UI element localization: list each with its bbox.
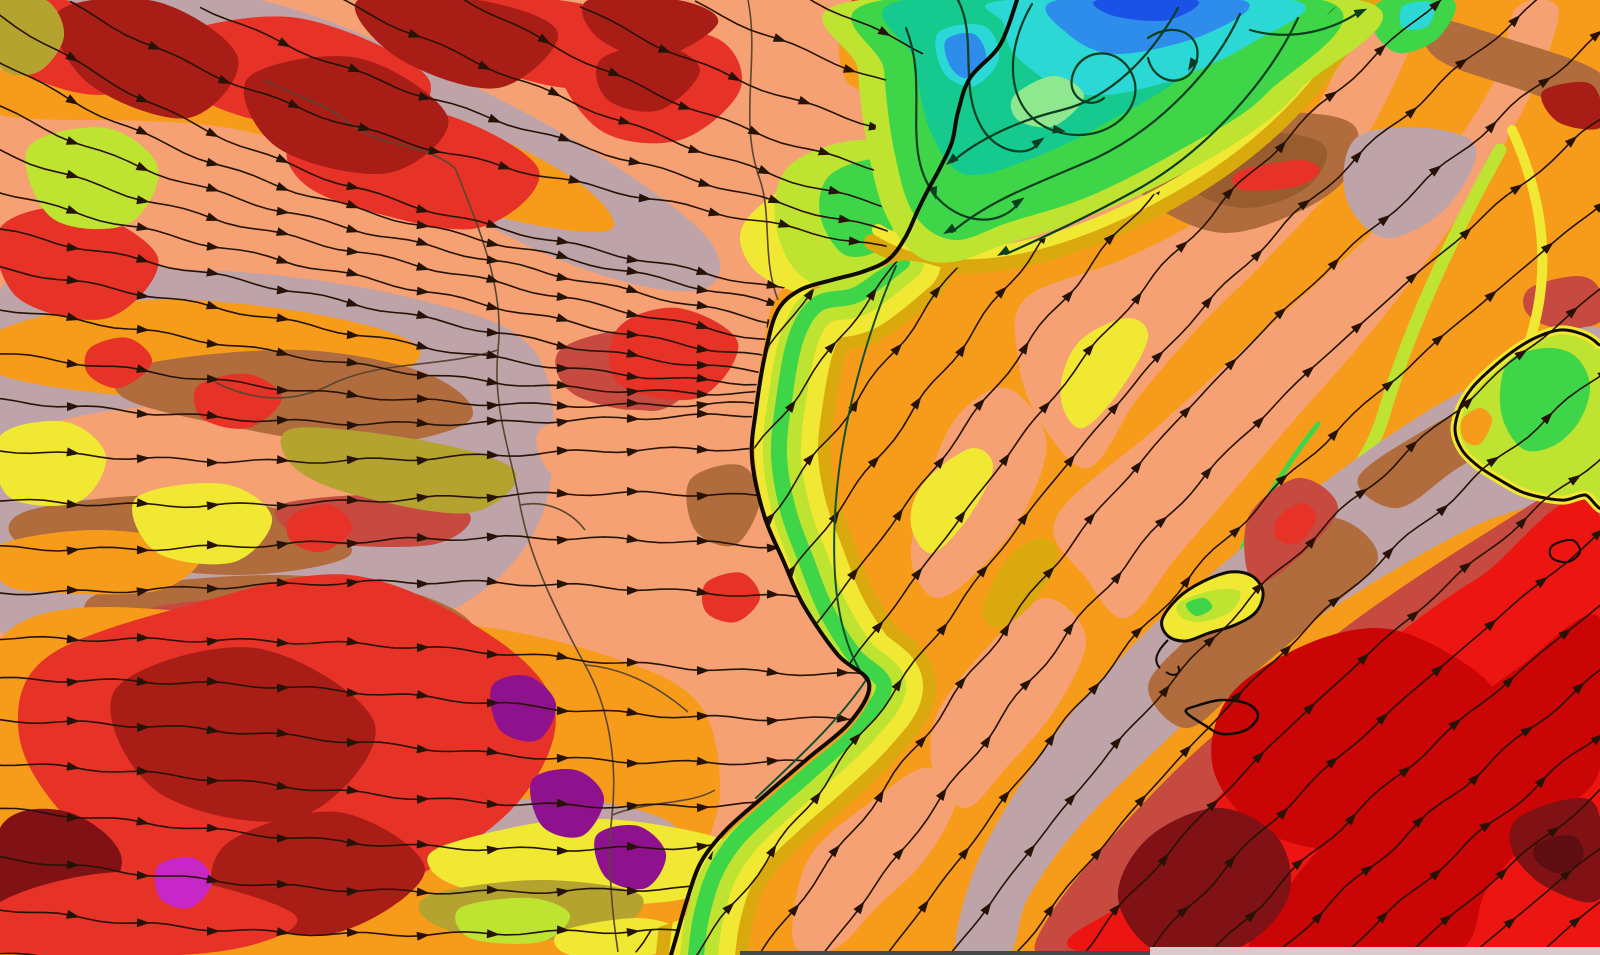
legend-strip-cropped (740, 947, 1600, 955)
coastline (669, 0, 1019, 955)
island-formentera (1184, 698, 1260, 736)
islets-outline (1155, 639, 1180, 676)
island-cabrera (1548, 538, 1582, 564)
province-borders (214, 0, 779, 953)
